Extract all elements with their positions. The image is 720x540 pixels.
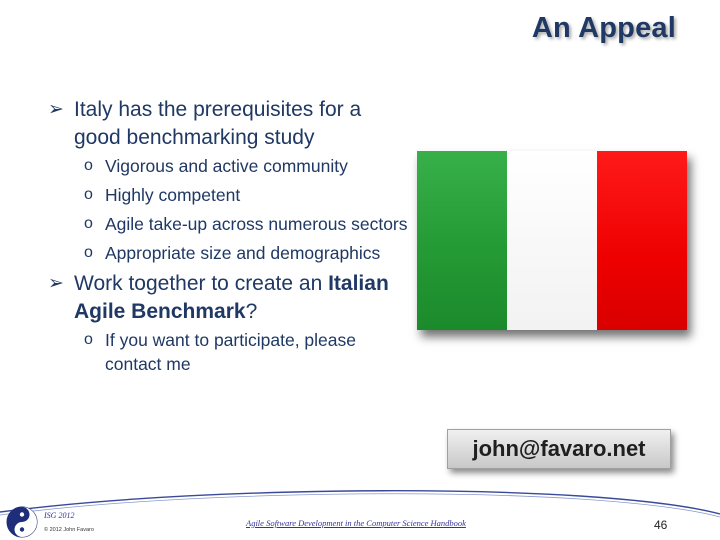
slide-body: ➢ Italy has the prerequisites for a good…	[48, 96, 408, 381]
sub-bullet: o Agile take-up across numerous sectors	[84, 214, 408, 234]
footer-copyright: © 2012 John Favaro	[44, 527, 94, 533]
footer-swoosh	[0, 490, 720, 518]
circle-bullet-icon: o	[84, 186, 93, 203]
bullet-2-text-end: ?	[245, 300, 258, 323]
arrow-bullet-icon: ➢	[48, 99, 64, 120]
sub-bullet: o Appropriate size and demographics	[84, 243, 381, 263]
footer-org: ISG 2012	[44, 511, 75, 520]
bullet-2-text: Work together to create an	[74, 272, 329, 295]
page-number: 46	[654, 518, 668, 532]
italian-flag-image	[417, 151, 687, 330]
circle-bullet-icon: o	[84, 331, 93, 348]
footer-book-title: Agile Software Development in the Comput…	[246, 518, 466, 528]
slide-title: An Appeal	[531, 12, 676, 44]
sub-bullet: o Vigorous and active community	[84, 156, 348, 176]
bullet-2: ➢ Work together to create an Italian Agi…	[48, 270, 408, 326]
bullet-2-subitems: o If you want to participate, please cont…	[48, 328, 408, 376]
sub-bullet: o Highly competent	[84, 185, 241, 205]
email-contact-box: john@favaro.net	[447, 429, 671, 469]
bullet-2-emphasis: Italian Agile Benchmark	[74, 272, 389, 323]
bullet-1-subitems: o Vigorous and active community o Highly c…	[48, 154, 408, 265]
flag-red-stripe	[597, 151, 687, 330]
yin-yang-logo-icon	[6, 506, 38, 538]
flag-green-stripe	[417, 151, 507, 330]
sub-bullet: o If you want to participate, please cont…	[84, 330, 356, 374]
arrow-bullet-icon: ➢	[48, 273, 64, 294]
circle-bullet-icon: o	[84, 215, 93, 232]
bullet-1-text: Italy has the prerequisites for a good b…	[74, 98, 362, 149]
bullet-1: ➢ Italy has the prerequisites for a good…	[48, 96, 408, 152]
flag-white-stripe	[507, 151, 597, 330]
circle-bullet-icon: o	[84, 157, 93, 174]
circle-bullet-icon: o	[84, 244, 93, 261]
